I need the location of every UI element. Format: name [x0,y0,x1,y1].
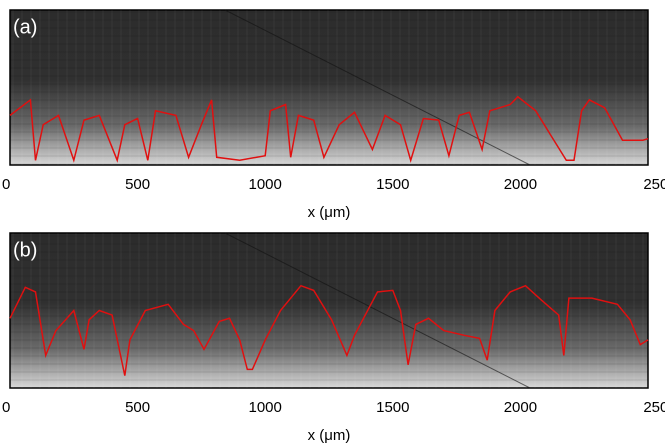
micrograph-texture [10,233,648,388]
x-axis-label: x (μm) [308,427,351,444]
x-tick-label: 1500 [376,176,409,193]
x-tick-label: 1500 [376,399,409,416]
panel-label: (b) [13,239,37,261]
x-tick-label: 0 [2,399,10,416]
crack [224,232,531,389]
x-axis-label: x (μm) [308,204,351,221]
x-tick-label: 2000 [504,399,537,416]
profile-line [9,284,649,376]
x-tick-label: 2500 [643,176,665,193]
x-tick-label: 2500 [643,399,665,416]
x-tick-label: 500 [125,399,150,416]
profile-line [9,95,649,163]
x-tick-label: 1000 [249,176,282,193]
x-tick-label: 2000 [504,176,537,193]
x-tick-label: 0 [2,176,10,193]
x-tick-label: 1000 [249,399,282,416]
micrograph-texture [10,10,648,165]
panel-label: (a) [13,16,37,38]
x-tick-label: 500 [125,176,150,193]
